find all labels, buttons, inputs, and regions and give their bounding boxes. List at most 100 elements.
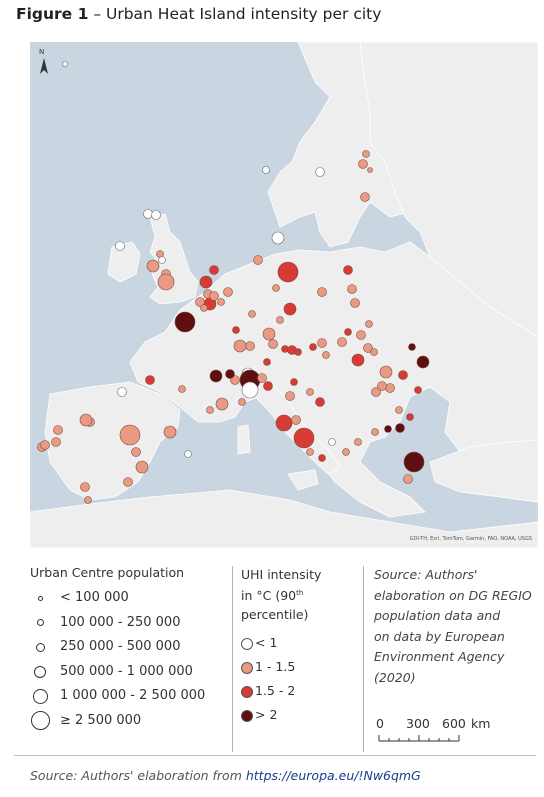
- city-marker[interactable]: [356, 330, 366, 340]
- city-marker[interactable]: [276, 316, 284, 324]
- city-marker[interactable]: [178, 385, 186, 393]
- city-marker[interactable]: [317, 338, 327, 348]
- city-marker[interactable]: [195, 297, 205, 307]
- city-marker[interactable]: [363, 343, 373, 353]
- city-marker[interactable]: [206, 406, 214, 414]
- city-marker[interactable]: [174, 311, 196, 333]
- city-marker[interactable]: [262, 327, 276, 341]
- city-marker[interactable]: [119, 424, 141, 446]
- city-marker[interactable]: [403, 474, 413, 484]
- city-marker[interactable]: [145, 375, 155, 385]
- city-marker[interactable]: [209, 369, 223, 383]
- city-marker[interactable]: [403, 451, 425, 473]
- city-marker[interactable]: [344, 328, 352, 336]
- city-marker[interactable]: [143, 209, 153, 219]
- city-marker[interactable]: [315, 167, 325, 177]
- city-marker[interactable]: [233, 339, 247, 353]
- city-marker[interactable]: [328, 438, 336, 446]
- city-marker[interactable]: [275, 414, 293, 432]
- city-marker[interactable]: [84, 496, 92, 504]
- city-marker[interactable]: [184, 450, 192, 458]
- map-panel[interactable]: N GDI-TH, Esri, TomTom, Garmin, FAO, NOA…: [30, 42, 538, 548]
- city-marker[interactable]: [146, 259, 160, 273]
- city-marker[interactable]: [306, 448, 314, 456]
- city-marker[interactable]: [245, 341, 255, 351]
- city-marker[interactable]: [291, 415, 301, 425]
- city-marker[interactable]: [163, 425, 177, 439]
- city-marker[interactable]: [398, 370, 408, 380]
- city-marker[interactable]: [135, 460, 149, 474]
- city-marker[interactable]: [406, 413, 414, 421]
- city-marker[interactable]: [294, 348, 302, 356]
- city-marker[interactable]: [365, 320, 373, 328]
- city-marker[interactable]: [370, 348, 378, 356]
- city-marker[interactable]: [62, 61, 68, 67]
- city-marker[interactable]: [377, 381, 387, 391]
- city-marker[interactable]: [209, 291, 219, 301]
- city-marker[interactable]: [268, 339, 278, 349]
- city-marker[interactable]: [79, 413, 93, 427]
- city-marker[interactable]: [263, 381, 273, 391]
- footer-source-link[interactable]: https://europa.eu/!Nw6qmG: [245, 768, 421, 783]
- city-marker[interactable]: [53, 425, 63, 435]
- city-marker[interactable]: [117, 387, 127, 397]
- city-marker[interactable]: [306, 388, 314, 396]
- city-marker[interactable]: [318, 454, 326, 462]
- city-marker[interactable]: [350, 298, 360, 308]
- city-marker[interactable]: [414, 386, 422, 394]
- city-marker[interactable]: [225, 369, 235, 379]
- city-marker[interactable]: [371, 387, 381, 397]
- city-marker[interactable]: [358, 159, 368, 169]
- city-marker[interactable]: [51, 437, 61, 447]
- city-marker[interactable]: [385, 383, 395, 393]
- city-marker[interactable]: [309, 343, 317, 351]
- city-marker[interactable]: [283, 302, 297, 316]
- city-marker[interactable]: [80, 482, 90, 492]
- city-marker[interactable]: [395, 423, 405, 433]
- city-marker[interactable]: [253, 255, 263, 265]
- city-marker[interactable]: [199, 275, 213, 289]
- city-marker[interactable]: [158, 256, 166, 264]
- city-marker[interactable]: [131, 447, 141, 457]
- city-marker[interactable]: [351, 353, 365, 367]
- city-marker[interactable]: [362, 150, 370, 158]
- city-marker[interactable]: [241, 381, 259, 399]
- city-marker[interactable]: [151, 210, 161, 220]
- city-marker[interactable]: [315, 397, 325, 407]
- city-marker[interactable]: [277, 261, 299, 283]
- city-marker[interactable]: [343, 265, 353, 275]
- city-marker[interactable]: [157, 273, 175, 291]
- city-marker[interactable]: [263, 358, 271, 366]
- city-marker[interactable]: [200, 304, 208, 312]
- city-marker[interactable]: [416, 355, 430, 369]
- city-marker[interactable]: [408, 343, 416, 351]
- city-marker[interactable]: [223, 287, 233, 297]
- city-marker[interactable]: [337, 337, 347, 347]
- city-marker[interactable]: [290, 378, 298, 386]
- city-marker[interactable]: [367, 167, 373, 173]
- city-marker[interactable]: [293, 427, 315, 449]
- city-marker[interactable]: [248, 310, 256, 318]
- city-marker[interactable]: [360, 192, 370, 202]
- city-marker[interactable]: [271, 231, 285, 245]
- city-marker[interactable]: [371, 428, 379, 436]
- city-marker[interactable]: [395, 406, 403, 414]
- city-marker[interactable]: [262, 166, 270, 174]
- city-marker[interactable]: [40, 440, 50, 450]
- city-marker[interactable]: [215, 397, 229, 411]
- city-marker[interactable]: [379, 365, 393, 379]
- city-marker[interactable]: [232, 326, 240, 334]
- city-marker[interactable]: [342, 448, 350, 456]
- city-marker[interactable]: [317, 287, 327, 297]
- city-marker[interactable]: [347, 284, 357, 294]
- city-marker[interactable]: [217, 298, 225, 306]
- city-marker[interactable]: [123, 477, 133, 487]
- city-marker[interactable]: [257, 373, 267, 383]
- city-marker[interactable]: [115, 241, 125, 251]
- europe-map[interactable]: [30, 42, 538, 548]
- city-marker[interactable]: [384, 425, 392, 433]
- city-marker[interactable]: [272, 284, 280, 292]
- city-marker[interactable]: [354, 438, 362, 446]
- city-marker[interactable]: [209, 265, 219, 275]
- city-marker[interactable]: [238, 398, 246, 406]
